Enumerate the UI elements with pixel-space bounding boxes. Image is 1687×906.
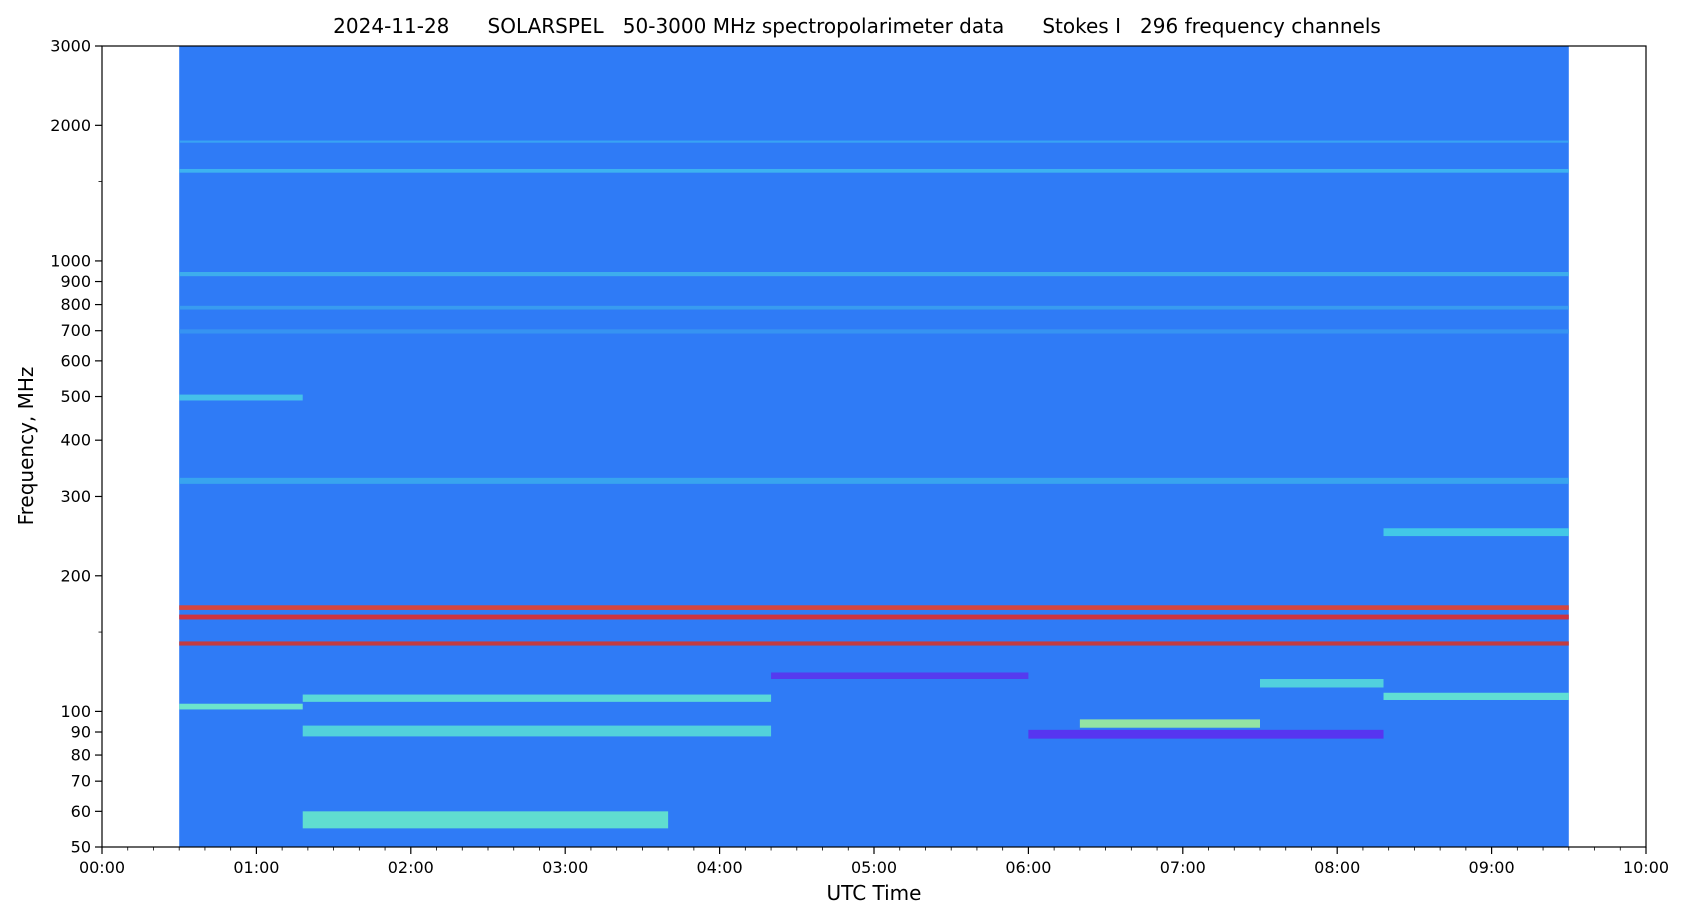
y-tick-label: 300 <box>60 487 91 506</box>
y-tick-label: 1000 <box>50 251 91 270</box>
spectral-band-7 <box>1383 528 1569 537</box>
spectral-band-6 <box>179 477 1569 484</box>
x-tick-label: 01:00 <box>233 858 279 877</box>
x-tick-label: 02:00 <box>388 858 434 877</box>
x-tick-label: 00:00 <box>79 858 125 877</box>
x-axis: 00:00 01:00 02:00 03:00 04:00 05:00 06:00 07:00… <box>79 847 1669 877</box>
x-tick-label: 03:00 <box>542 858 588 877</box>
spectral-band-12 <box>302 694 772 702</box>
y-tick-label: 60 <box>71 802 91 821</box>
x-tick-label: 06:00 <box>1005 858 1051 877</box>
spectral-band-14 <box>302 811 669 829</box>
y-tick-label: 3000 <box>50 37 91 56</box>
y-tick-label: 50 <box>71 838 91 857</box>
spectrogram-plot-area <box>179 46 1569 847</box>
x-tick-label: 08:00 <box>1314 858 1360 877</box>
spectral-band-16 <box>1260 679 1384 688</box>
x-tick-label: 04:00 <box>697 858 743 877</box>
x-tick-label: 09:00 <box>1469 858 1515 877</box>
y-tick-label: 2000 <box>50 116 91 135</box>
x-tick-label: 10:00 <box>1623 858 1669 877</box>
y-tick-label: 400 <box>60 431 91 450</box>
spectral-band-8 <box>179 605 1569 610</box>
spectral-band-3 <box>179 305 1569 310</box>
y-tick-label: 200 <box>60 566 91 585</box>
y-tick-label: 90 <box>71 723 91 742</box>
spectrogram-background <box>179 46 1569 847</box>
chart-title: 2024-11-28 SOLARSPEL 50-3000 MHz spectro… <box>333 14 1381 38</box>
spectral-band-17 <box>1079 719 1260 728</box>
spectral-band-2 <box>179 271 1569 277</box>
spectral-band-11 <box>179 703 303 710</box>
spectral-band-18 <box>771 672 1029 680</box>
y-tick-label: 80 <box>71 746 91 765</box>
y-tick-label: 70 <box>71 772 91 791</box>
spectral-band-13 <box>302 725 772 737</box>
y-tick-label: 900 <box>60 272 91 291</box>
y-axis-label: Frequency, MHz <box>14 367 38 526</box>
spectral-band-9 <box>179 614 1569 620</box>
spectral-band-10 <box>179 641 1569 646</box>
y-tick-label: 700 <box>60 321 91 340</box>
spectral-band-19 <box>1028 729 1384 739</box>
y-axis: 50 60 70 80 90 100 200 300 400 500 600 700 800 900 100… <box>50 37 102 857</box>
y-tick-label: 100 <box>60 702 91 721</box>
y-tick-label: 600 <box>60 351 91 370</box>
spectral-band-15 <box>1383 692 1569 700</box>
y-tick-label: 800 <box>60 295 91 314</box>
spectral-band-0 <box>179 168 1569 173</box>
x-axis-label: UTC Time <box>827 881 922 905</box>
spectral-band-4 <box>179 329 1569 334</box>
y-tick-label: 500 <box>60 387 91 406</box>
spectral-band-1 <box>179 140 1569 143</box>
spectral-band-5 <box>179 394 303 401</box>
x-tick-label: 07:00 <box>1160 858 1206 877</box>
x-tick-label: 05:00 <box>851 858 897 877</box>
